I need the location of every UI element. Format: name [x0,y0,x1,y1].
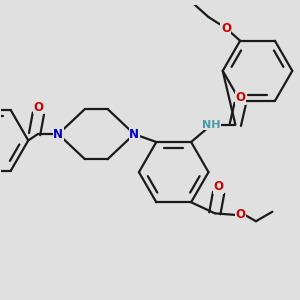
Text: N: N [129,128,139,141]
Text: N: N [53,128,63,141]
Text: O: O [221,22,231,34]
Text: N: N [129,128,139,141]
Text: O: O [33,101,43,114]
Text: O: O [214,180,224,193]
Text: O: O [235,208,245,221]
Text: O: O [235,91,245,104]
Text: NH: NH [202,120,221,130]
